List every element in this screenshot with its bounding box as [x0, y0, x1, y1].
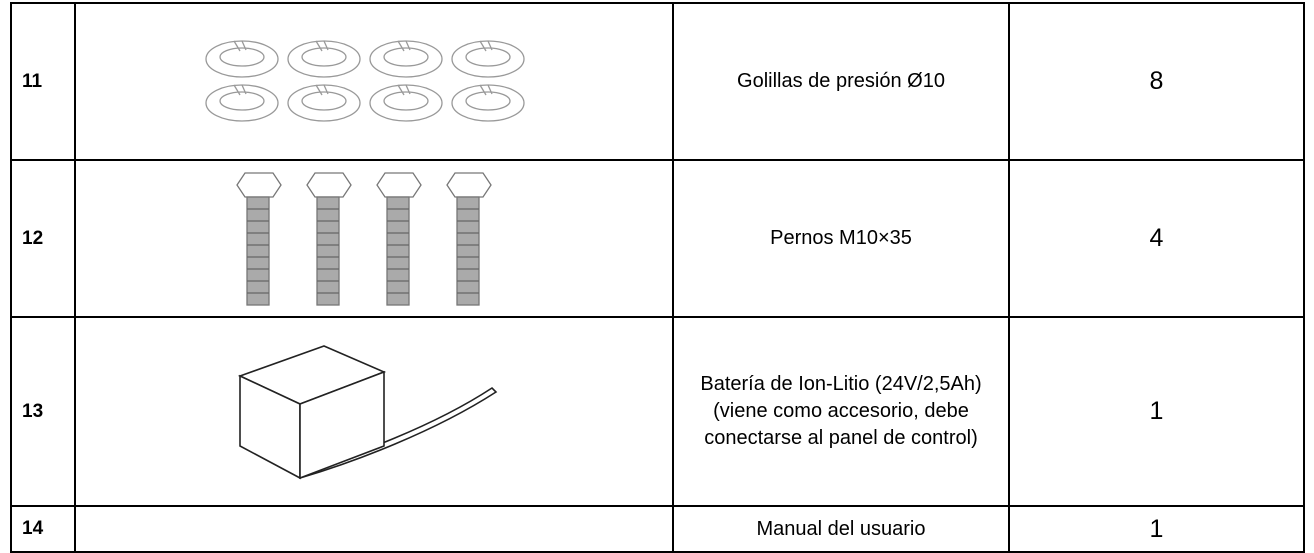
image-cell: [74, 505, 674, 553]
item-number: 11: [10, 2, 76, 161]
image-cell: [74, 316, 674, 507]
row: 13 Batería de Ion-Litio (24V/2,5Ah) (vie…: [10, 316, 1305, 507]
description: Batería de Ion-Litio (24V/2,5Ah) (viene …: [672, 316, 1010, 507]
row: 14 Manual del usuario 1: [10, 505, 1305, 553]
quantity: 4: [1008, 159, 1305, 318]
washers-image: [205, 39, 525, 122]
bolts-image: [236, 171, 492, 306]
quantity: 1: [1008, 316, 1305, 507]
row: 11 Golillas de presión Ø10 8: [10, 2, 1305, 161]
row: 12 Pernos M10×35 4: [10, 159, 1305, 318]
description: Golillas de presión Ø10: [672, 2, 1010, 161]
item-number: 13: [10, 316, 76, 507]
image-cell: [74, 159, 674, 318]
item-number: 12: [10, 159, 76, 318]
quantity: 8: [1008, 2, 1305, 161]
parts-table: 11 Golillas de presión Ø10 8 12 Pernos M…: [10, 2, 1305, 553]
description: Pernos M10×35: [672, 159, 1010, 318]
quantity: 1: [1008, 505, 1305, 553]
battery-image: [237, 344, 498, 479]
item-number: 14: [10, 505, 76, 553]
description: Manual del usuario: [672, 505, 1010, 553]
image-cell: [74, 2, 674, 161]
